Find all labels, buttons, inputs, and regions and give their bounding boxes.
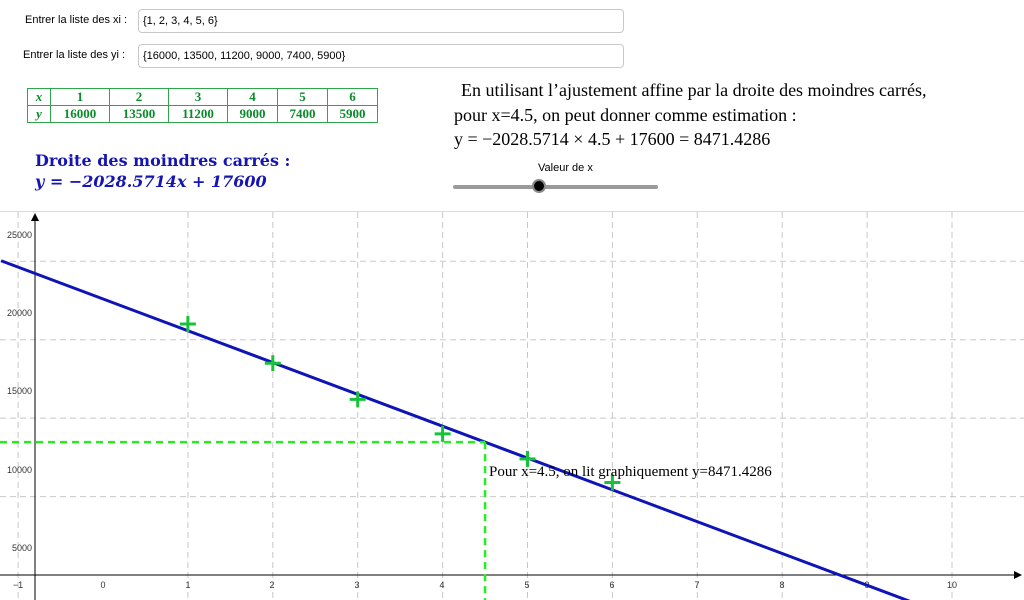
table-header-y: y — [27, 105, 51, 123]
y-tick-label: 15000 — [7, 386, 32, 396]
x-tick-label: 8 — [779, 580, 784, 590]
data-point — [434, 425, 451, 442]
table-cell: 5 — [277, 88, 328, 106]
x-tick-label: 0 — [100, 580, 105, 590]
graphics-view[interactable]: −1 0 1 2 3 4 5 6 7 8 9 10 5000 10000 150… — [0, 212, 1024, 600]
table-row-y: y 16000 13500 11200 9000 7400 5900 — [27, 105, 378, 123]
table-cell: 4 — [227, 88, 278, 106]
xi-input-field[interactable]: {1, 2, 3, 4, 5, 6} — [138, 9, 624, 33]
table-cell: 3 — [168, 88, 228, 106]
table-header-x: x — [27, 88, 51, 106]
table-cell: 16000 — [50, 105, 110, 123]
y-tick-label: 5000 — [12, 543, 32, 553]
table-row-x: x 1 2 3 4 5 6 — [27, 88, 378, 106]
regression-equation: y = −2028.5714x + 17600 — [35, 172, 267, 191]
data-point — [604, 474, 621, 491]
values-table: x 1 2 3 4 5 6 y 16000 13500 11200 9000 7… — [27, 88, 378, 123]
table-cell: 11200 — [168, 105, 228, 123]
plot-marks — [0, 259, 911, 600]
y-tick-label: 20000 — [7, 308, 32, 318]
x-tick-label: 1 — [185, 580, 190, 590]
data-point — [349, 391, 366, 408]
yi-input-label: Entrer la liste des yi : — [23, 49, 126, 61]
y-tick-label: 10000 — [7, 465, 32, 475]
data-point — [264, 355, 281, 372]
data-point — [179, 316, 196, 333]
x-tick-label: 10 — [947, 580, 957, 590]
x-tick-label: 7 — [694, 580, 699, 590]
estimation-line-3: y = −2028.5714 × 4.5 + 17600 = 8471.4286 — [454, 129, 771, 149]
table-cell: 2 — [109, 88, 169, 106]
x-tick-label: 2 — [269, 580, 274, 590]
table-cell: 9000 — [227, 105, 278, 123]
grid — [0, 212, 1024, 600]
axes — [0, 213, 1022, 600]
x-tick-label: 4 — [439, 580, 444, 590]
x-tick-label: 3 — [354, 580, 359, 590]
slider-label: Valeur de x — [538, 162, 593, 174]
table-cell: 1 — [50, 88, 110, 106]
x-value-slider[interactable] — [453, 185, 658, 189]
x-tick-label: −1 — [13, 580, 23, 590]
yi-input-field[interactable]: {16000, 13500, 11200, 9000, 7400, 5900} — [138, 44, 624, 68]
x-tick-label: 6 — [609, 580, 614, 590]
table-cell: 13500 — [109, 105, 169, 123]
y-tick-labels: 5000 10000 15000 20000 25000 — [7, 230, 32, 553]
table-cell: 6 — [327, 88, 378, 106]
estimation-line-2: pour x=4.5, on peut donner comme estimat… — [454, 105, 797, 125]
y-tick-label: 25000 — [7, 230, 32, 240]
estimation-line-1: En utilisant l’ajustement affine par la … — [461, 80, 927, 100]
graph-annotation: Pour x=4.5, on lit graphiquement y=8471.… — [489, 464, 772, 480]
regression-title: Droite des moindres carrés : — [35, 151, 291, 170]
xi-input-label: Entrer la liste des xi : — [25, 14, 128, 26]
x-axis-arrow — [1014, 571, 1022, 579]
data-point — [519, 450, 536, 467]
panel-divider — [0, 211, 1024, 212]
x-tick-label: 5 — [524, 580, 529, 590]
table-cell: 7400 — [277, 105, 328, 123]
y-axis-arrow — [31, 213, 39, 221]
regression-line — [0, 259, 911, 600]
slider-handle[interactable] — [532, 179, 547, 193]
table-cell: 5900 — [327, 105, 378, 123]
